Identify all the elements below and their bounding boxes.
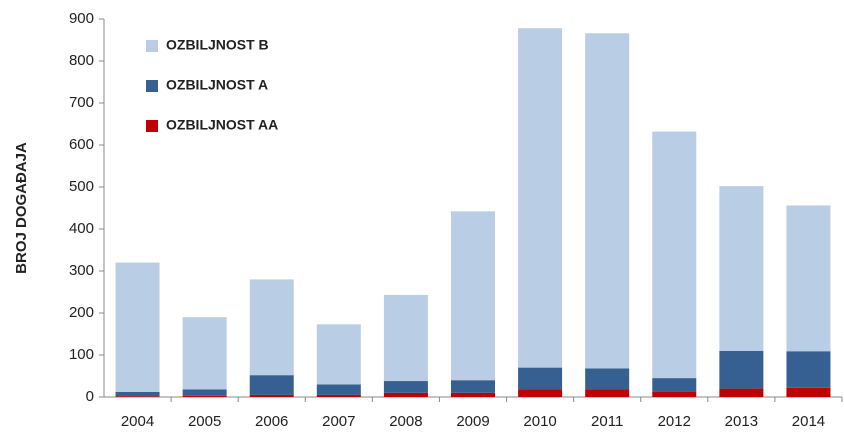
bar-segment: [383, 381, 428, 393]
bar-segment: [719, 388, 764, 397]
y-tick-label: 400: [69, 220, 94, 237]
bar-segment: [249, 394, 294, 397]
bar-segment: [182, 317, 227, 390]
x-tick-label: 2005: [188, 413, 221, 430]
bar-segment: [182, 389, 227, 396]
bar-segment: [652, 378, 697, 392]
x-tick-label: 2011: [591, 413, 623, 430]
bar-segment: [316, 324, 361, 385]
y-tick-label: 300: [69, 262, 94, 279]
bar-segment: [518, 389, 563, 397]
bar-segment: [316, 394, 361, 397]
y-tick-label: 0: [86, 388, 94, 405]
bar-segment: [585, 389, 630, 397]
x-tick-label: 2006: [255, 413, 288, 430]
bar-segment: [316, 384, 361, 395]
x-tick-label: 2012: [658, 413, 691, 430]
legend-label: OZBILJNOST A: [166, 77, 268, 93]
bar-segment: [652, 391, 697, 397]
y-tick-label: 500: [69, 178, 94, 195]
y-axis-label: BROJ DOGAĐAJA: [13, 142, 30, 274]
x-tick-label: 2014: [792, 413, 825, 430]
legend-label: OZBILJNOST B: [166, 37, 269, 53]
bar-segment: [719, 186, 764, 351]
x-tick-label: 2009: [456, 413, 489, 430]
x-tick-label: 2007: [322, 413, 355, 430]
legend-swatch: [146, 80, 158, 92]
bar-segment: [451, 211, 495, 381]
bar-segment: [518, 367, 563, 390]
y-tick-label: 800: [69, 52, 94, 69]
bar-segment: [585, 368, 630, 390]
x-tick-label: 2013: [725, 413, 758, 430]
y-tick-label: 600: [69, 136, 94, 153]
x-tick-label: 2008: [389, 413, 422, 430]
bar-segment: [719, 350, 764, 389]
bar-segment: [652, 131, 697, 379]
bar-segment: [115, 262, 160, 392]
legend-label: OZBILJNOST AA: [166, 117, 278, 133]
y-tick-label: 700: [69, 94, 94, 111]
bar-segment: [786, 351, 831, 388]
bar-segment: [249, 279, 294, 376]
legend-swatch: [146, 40, 158, 52]
y-tick-label: 200: [69, 304, 94, 321]
bar-segment: [451, 392, 495, 397]
bar-segment: [585, 33, 630, 369]
bar-segment: [383, 392, 428, 397]
bar-segment: [786, 387, 831, 397]
x-tick-label: 2004: [121, 413, 154, 430]
bar-segment: [451, 380, 495, 393]
y-tick-label: 100: [69, 346, 94, 363]
x-tick-label: 2010: [523, 413, 556, 430]
bar-segment: [786, 205, 831, 352]
bar-segment: [249, 375, 294, 395]
bar-segment: [182, 395, 227, 397]
bar-segment: [518, 28, 563, 368]
bar-segment: [115, 396, 160, 397]
bar-segment: [115, 391, 160, 397]
bar-segment: [383, 294, 428, 382]
y-tick-label: 900: [69, 10, 94, 27]
legend-swatch: [146, 120, 158, 132]
